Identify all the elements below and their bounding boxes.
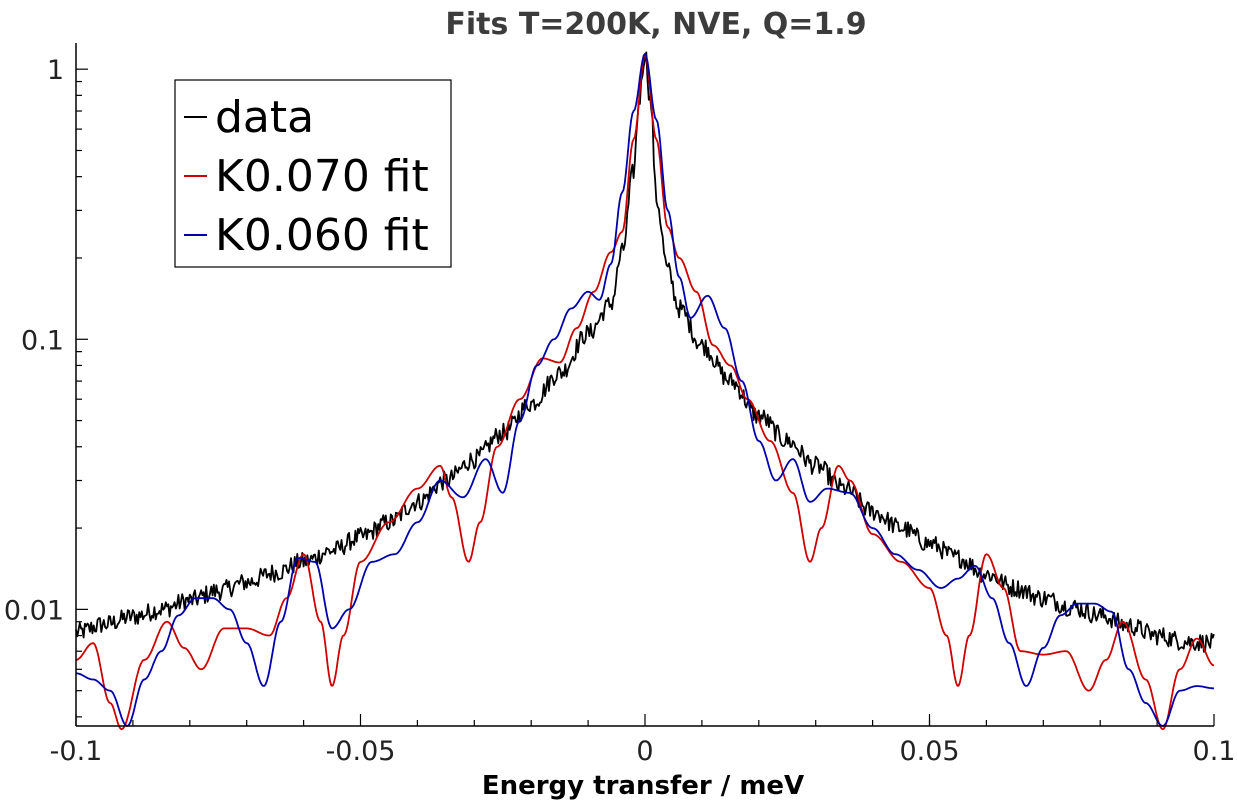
legend: data K0.070 fit K0.060 fit xyxy=(174,79,452,268)
x-tick-label: 0.1 xyxy=(1193,736,1236,767)
legend-label: K0.070 fit xyxy=(215,151,429,202)
series-line-k0-060-fit xyxy=(75,52,1215,727)
series-line-data xyxy=(75,51,1215,653)
x-tick-label: -0.05 xyxy=(326,736,396,767)
y-tick-label: 0.01 xyxy=(4,595,64,626)
legend-label: data xyxy=(215,92,314,143)
legend-entries: data K0.070 fit K0.060 fit xyxy=(184,92,429,261)
x-tick-label: 0 xyxy=(636,736,653,767)
series-layer xyxy=(75,51,1215,731)
x-axis-label: Energy transfer / meV xyxy=(482,771,804,801)
x-tick-label: -0.1 xyxy=(50,736,103,767)
legend-label: K0.060 fit xyxy=(215,210,429,261)
chart-title: Fits T=200K, NVE, Q=1.9 xyxy=(445,7,866,42)
ticks: -0.1 -0.05 0 0.05 0.1 1 0.1 0.01 xyxy=(4,55,1236,767)
x-tick-label: 0.05 xyxy=(899,736,959,767)
y-tick-label: 0.1 xyxy=(21,325,64,356)
y-tick-label: 1 xyxy=(47,55,64,86)
legend-box xyxy=(174,79,452,268)
